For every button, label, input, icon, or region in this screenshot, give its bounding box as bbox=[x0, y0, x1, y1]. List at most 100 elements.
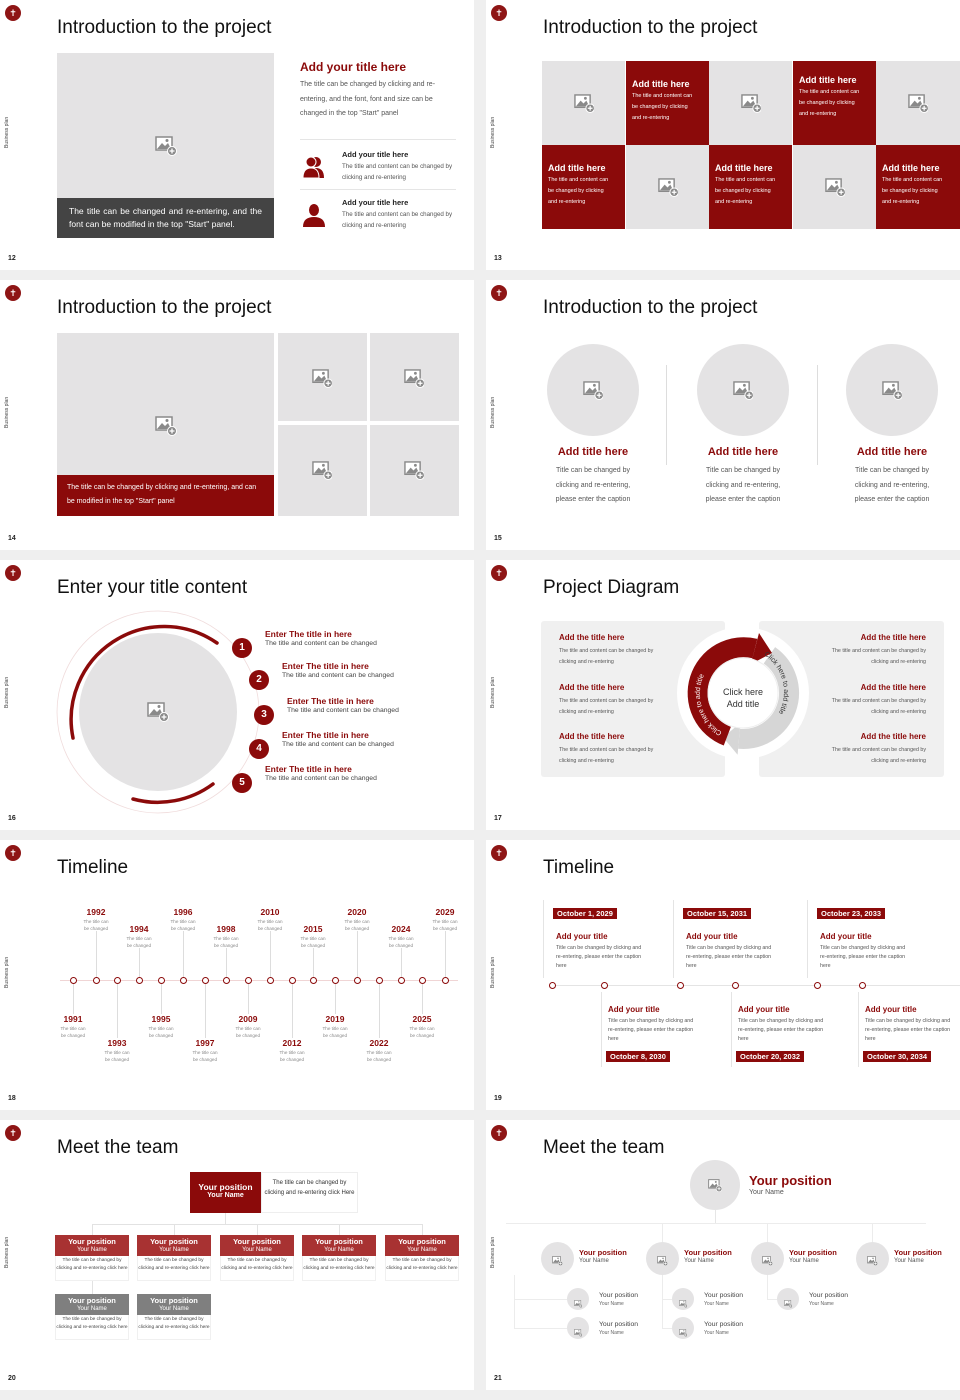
feature-tile[interactable]: Add title here The title and content can … bbox=[542, 145, 625, 229]
slide-title[interactable]: Enter your title content bbox=[57, 577, 248, 598]
event-year[interactable]: 2024 bbox=[391, 924, 411, 934]
slide-title[interactable]: Introduction to the project bbox=[543, 297, 758, 318]
feature-tile[interactable]: Add title here The title and content can … bbox=[876, 145, 960, 229]
timeline-dot[interactable] bbox=[354, 977, 361, 984]
timeline-dot[interactable] bbox=[223, 977, 230, 984]
timeline-dot[interactable] bbox=[419, 977, 426, 984]
timeline-dot[interactable] bbox=[859, 982, 866, 989]
timeline-dot[interactable] bbox=[376, 977, 383, 984]
center-label-line2[interactable]: Add title bbox=[726, 699, 760, 709]
manager-name: Your Name bbox=[579, 1258, 609, 1264]
timeline-dot[interactable] bbox=[732, 982, 739, 989]
member-card-header[interactable]: Your position Your Name bbox=[220, 1235, 294, 1256]
timeline-dot[interactable] bbox=[158, 977, 165, 984]
slide-title[interactable]: Timeline bbox=[543, 857, 615, 878]
event-year[interactable]: 1993 bbox=[107, 1038, 127, 1048]
event-year[interactable]: 1992 bbox=[86, 907, 106, 917]
slide-title[interactable]: Meet the team bbox=[543, 1137, 665, 1158]
timeline-dot[interactable] bbox=[136, 977, 143, 984]
timeline-dot[interactable] bbox=[814, 982, 821, 989]
slide-title[interactable]: Introduction to the project bbox=[543, 17, 758, 38]
image-placeholder[interactable] bbox=[57, 333, 274, 475]
event-year[interactable]: 2020 bbox=[347, 907, 367, 917]
timeline-dot[interactable] bbox=[289, 977, 296, 984]
staff-photo[interactable] bbox=[567, 1288, 589, 1310]
image-placeholder[interactable] bbox=[57, 53, 274, 198]
staff-photo[interactable] bbox=[567, 1317, 589, 1339]
timeline-dot[interactable] bbox=[442, 977, 449, 984]
member-text: The title can be changed by clicking and… bbox=[137, 1315, 211, 1340]
image-placeholder-icon bbox=[678, 1295, 688, 1308]
event-year[interactable]: 1991 bbox=[63, 1014, 83, 1024]
event-year[interactable]: 1995 bbox=[151, 1014, 171, 1024]
slide-15[interactable]: ✝ Business plan 15 Introduction to the proj… bbox=[486, 280, 960, 550]
staff-photo[interactable] bbox=[672, 1317, 694, 1339]
feature-tile[interactable]: Add title here The title and content can … bbox=[793, 61, 876, 145]
event-year[interactable]: 2010 bbox=[260, 907, 280, 917]
staff-position: Your position bbox=[704, 1292, 744, 1299]
member-text: The title can be changed by clicking and… bbox=[55, 1256, 129, 1281]
event-year[interactable]: 1996 bbox=[173, 907, 193, 917]
member-card-header[interactable]: Your position Your Name bbox=[55, 1235, 129, 1256]
slide-17[interactable]: ✝ Business plan 17 Project Diagram Click he… bbox=[486, 560, 960, 830]
slide-title[interactable]: Introduction to the project bbox=[57, 297, 272, 318]
event-year[interactable]: 1998 bbox=[216, 924, 236, 934]
event-text: The title can be changed bbox=[104, 1050, 130, 1062]
slide-21[interactable]: ✝ Business plan 21 Meet the team Your positi… bbox=[486, 1120, 960, 1390]
timeline-dot[interactable] bbox=[398, 977, 405, 984]
event-year[interactable]: 1994 bbox=[129, 924, 149, 934]
event-text: The title can be changed bbox=[257, 919, 283, 931]
slide-19[interactable]: ✝ Business plan 19 Timeline October 1, 2029 A… bbox=[486, 840, 960, 1110]
member-card-header[interactable]: Your position Your Name bbox=[302, 1235, 376, 1256]
slide-16[interactable]: ✝ Business plan 16 Enter your title content… bbox=[0, 560, 474, 830]
member-card-header[interactable]: Your position Your Name bbox=[137, 1235, 211, 1256]
member-card-header[interactable]: Your position Your Name bbox=[137, 1294, 211, 1315]
feature-tile[interactable]: Add title here The title and content can … bbox=[626, 61, 709, 145]
staff-position: Your position bbox=[704, 1321, 744, 1328]
center-label-line1[interactable]: Click here bbox=[722, 687, 763, 697]
event-year[interactable]: 2022 bbox=[369, 1038, 389, 1048]
timeline-dot[interactable] bbox=[310, 977, 317, 984]
center-circle[interactable] bbox=[707, 657, 779, 729]
slide-14[interactable]: ✝ Business plan 14 Introduction to the proj… bbox=[0, 280, 474, 550]
event-year[interactable]: 2025 bbox=[412, 1014, 432, 1024]
event-year[interactable]: 2019 bbox=[325, 1014, 345, 1024]
timeline-dot[interactable] bbox=[332, 977, 339, 984]
event-year[interactable]: 2009 bbox=[238, 1014, 258, 1024]
event-year[interactable]: 2015 bbox=[303, 924, 323, 934]
staff-photo[interactable] bbox=[672, 1288, 694, 1310]
timeline-dot[interactable] bbox=[677, 982, 684, 989]
feature-tile[interactable]: Add title here The title and content can … bbox=[709, 145, 792, 229]
event-year[interactable]: 2029 bbox=[435, 907, 455, 917]
event-text: The title can be changed bbox=[279, 1050, 305, 1062]
member-card-header[interactable]: Your position Your Name bbox=[55, 1294, 129, 1315]
divider bbox=[300, 139, 456, 140]
event-text: Title can be changed by clicking and re-… bbox=[738, 1018, 824, 1042]
slide-title[interactable]: Introduction to the project bbox=[57, 17, 272, 38]
leader-card[interactable]: Your position Your Name bbox=[190, 1172, 261, 1213]
event-year[interactable]: 2012 bbox=[282, 1038, 302, 1048]
slide-12[interactable]: ✝ Business plan 12 Introduction to the proj… bbox=[0, 0, 474, 270]
timeline-dot[interactable] bbox=[114, 977, 121, 984]
staff-photo[interactable] bbox=[777, 1288, 799, 1310]
timeline-dot[interactable] bbox=[549, 982, 556, 989]
timeline-dot[interactable] bbox=[180, 977, 187, 984]
timeline-dot[interactable] bbox=[93, 977, 100, 984]
slide-18[interactable]: ✝ Business plan 18 Timeline 1991 The title ca… bbox=[0, 840, 474, 1110]
slide-title[interactable]: Meet the team bbox=[57, 1137, 179, 1158]
timeline-dot[interactable] bbox=[267, 977, 274, 984]
event-text: The title can be changed bbox=[170, 919, 196, 931]
timeline-dot[interactable] bbox=[601, 982, 608, 989]
member-card-header[interactable]: Your position Your Name bbox=[385, 1235, 459, 1256]
logo-icon: ✝ bbox=[5, 1125, 21, 1141]
timeline-dot[interactable] bbox=[202, 977, 209, 984]
timeline-dot[interactable] bbox=[70, 977, 77, 984]
event-year[interactable]: 1997 bbox=[195, 1038, 215, 1048]
slide-title[interactable]: Timeline bbox=[57, 857, 129, 878]
image-placeholder-icon bbox=[573, 93, 595, 113]
slide-13[interactable]: ✝ Business plan 13 Introduction to the proj… bbox=[486, 0, 960, 270]
slide-20[interactable]: ✝ Business plan 20 Meet the team Your positi… bbox=[0, 1120, 474, 1390]
manager-name: Your Name bbox=[894, 1258, 924, 1264]
timeline-dot[interactable] bbox=[245, 977, 252, 984]
slide-title[interactable]: Project Diagram bbox=[543, 577, 680, 598]
